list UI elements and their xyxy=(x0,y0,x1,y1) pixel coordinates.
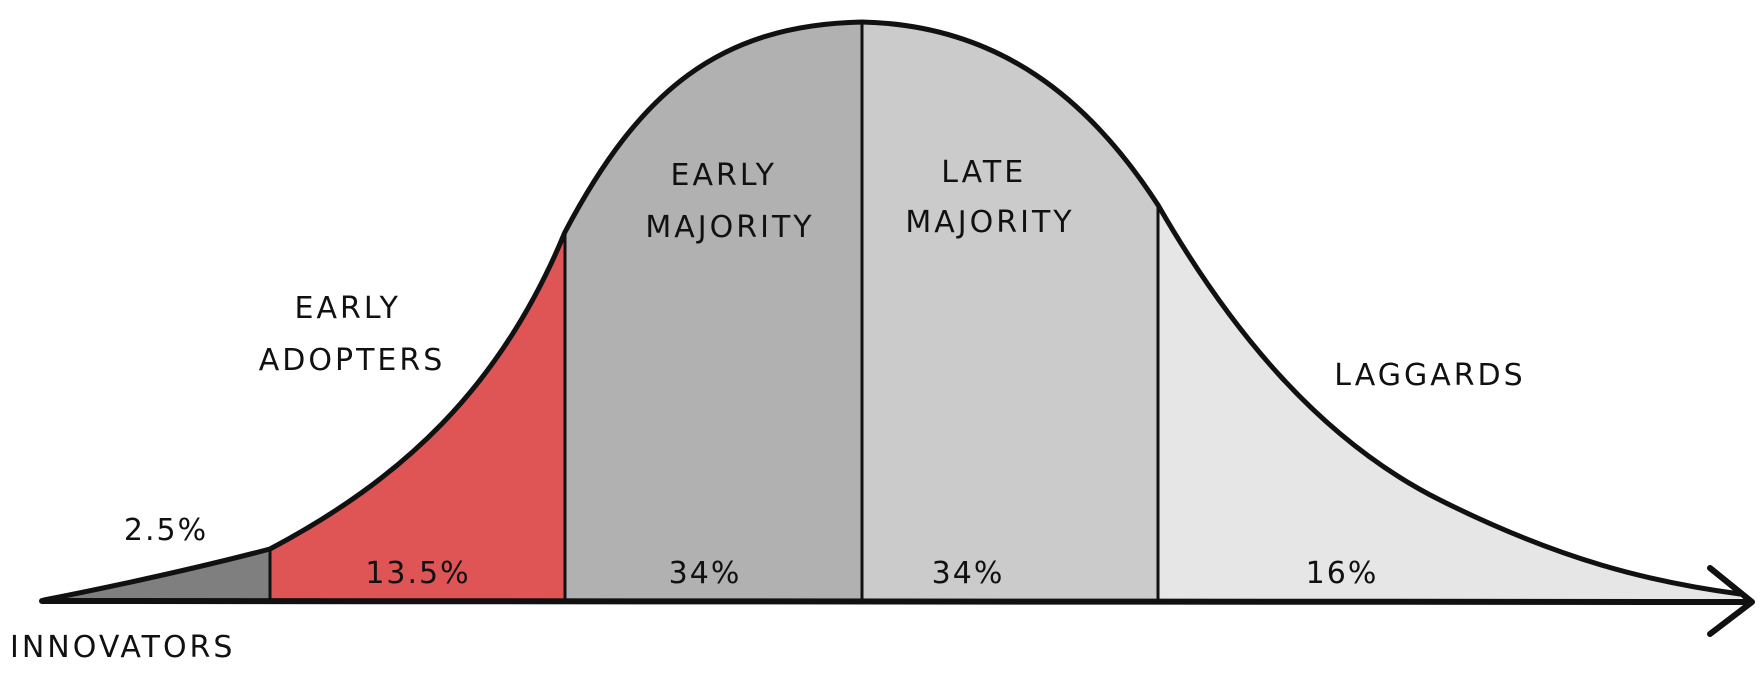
early-majority-region xyxy=(565,22,862,600)
laggards-percent: 16% xyxy=(1306,556,1379,591)
early-majority-percent: 34% xyxy=(669,556,742,591)
early-adopters-percent: 13.5% xyxy=(365,556,470,591)
early-adopters-label: EARLY ADOPTERS xyxy=(259,291,446,378)
axis-arrowhead-icon xyxy=(1707,565,1755,637)
innovators-region xyxy=(44,549,270,600)
innovators-label: INNOVATORS xyxy=(10,630,235,665)
late-majority-label: LATE MAJORITY xyxy=(905,155,1074,240)
bell-curve-outline xyxy=(41,19,1743,603)
x-axis-line xyxy=(39,598,1751,605)
late-majority-region xyxy=(862,22,1158,600)
early-adopters-region xyxy=(270,232,565,600)
laggards-label: LAGGARDS xyxy=(1334,358,1525,393)
early-majority-label: EARLY MAJORITY xyxy=(645,158,814,245)
innovators-percent: 2.5% xyxy=(124,513,208,548)
late-majority-percent: 34% xyxy=(932,556,1005,591)
laggards-region xyxy=(1158,205,1740,600)
